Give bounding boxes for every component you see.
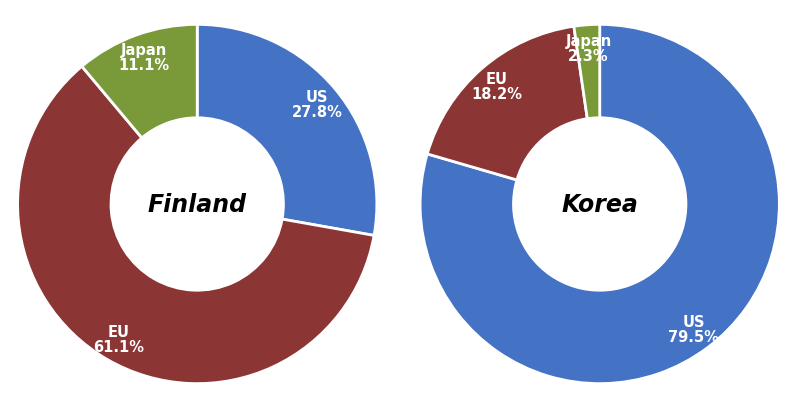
Text: 18.2%: 18.2%: [472, 87, 522, 102]
Text: 27.8%: 27.8%: [291, 104, 342, 119]
Text: US: US: [683, 314, 705, 329]
Text: Japan: Japan: [121, 43, 167, 58]
Text: 61.1%: 61.1%: [93, 339, 144, 354]
Text: 79.5%: 79.5%: [668, 329, 719, 344]
Text: Finland: Finland: [148, 193, 246, 216]
Wedge shape: [82, 25, 197, 139]
Text: 2.3%: 2.3%: [568, 49, 609, 64]
Wedge shape: [574, 25, 600, 119]
Text: EU: EU: [486, 72, 508, 87]
Wedge shape: [18, 67, 374, 384]
Text: EU: EU: [108, 324, 130, 339]
Wedge shape: [197, 25, 377, 236]
Text: US: US: [306, 90, 328, 104]
Wedge shape: [427, 27, 588, 180]
Wedge shape: [420, 25, 779, 384]
Text: 11.1%: 11.1%: [118, 58, 169, 73]
Text: Japan: Japan: [565, 34, 612, 49]
Text: Korea: Korea: [561, 193, 638, 216]
